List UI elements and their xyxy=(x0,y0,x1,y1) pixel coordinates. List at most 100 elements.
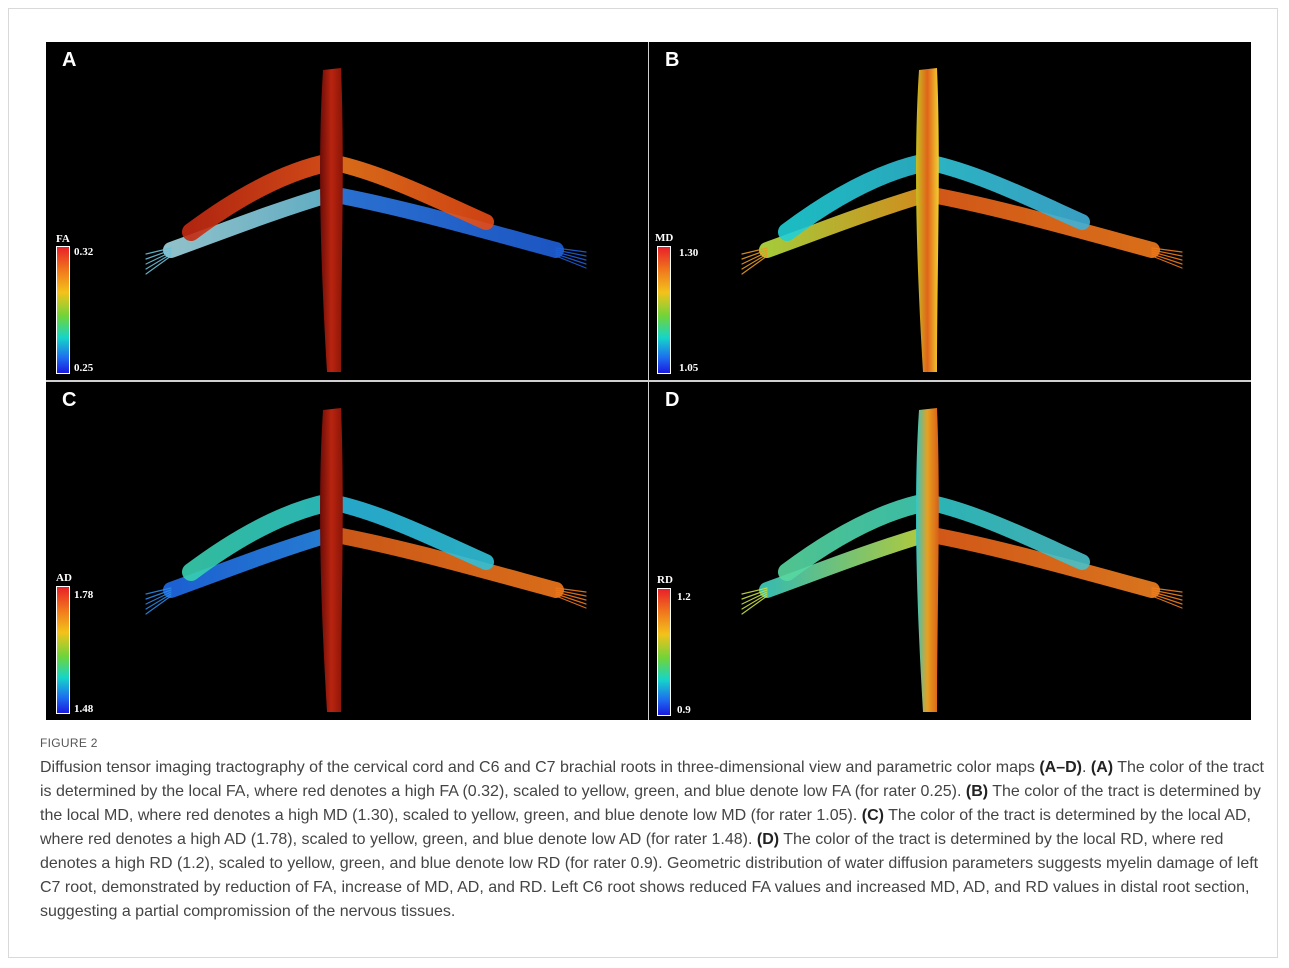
fiber-wisp xyxy=(1151,595,1183,609)
fiber-wisp xyxy=(145,593,172,610)
fiber-wisp xyxy=(741,255,768,275)
root-bundle-lower-right xyxy=(919,186,1160,258)
root-bundle-lower-left xyxy=(759,186,935,258)
caption-panel-ref: (A) xyxy=(1090,759,1114,776)
caption-panel-ref: (D) xyxy=(756,831,780,848)
root-bundle-upper-right xyxy=(323,494,494,570)
panel-label: A xyxy=(62,49,77,71)
colorbar-min-label: 1.05 xyxy=(679,362,699,374)
colorbar-max-label: 0.32 xyxy=(74,246,94,258)
panel-label: C xyxy=(62,389,77,411)
colorbar xyxy=(56,586,70,714)
fiber-wisp xyxy=(145,251,172,265)
colorbar-min-label: 0.9 xyxy=(677,704,691,716)
colorbar-min-label: 1.48 xyxy=(74,703,94,715)
fiber-wisp xyxy=(555,247,587,253)
colorbar xyxy=(657,588,671,716)
colorbar-metric-label: FA xyxy=(56,233,70,245)
panel-c: C AD 1.78 1.48 xyxy=(46,382,648,720)
caption-segment: The color of the tract is determined by … xyxy=(40,759,1264,800)
fiber-wisp xyxy=(741,587,768,595)
colorbar-metric-label: AD xyxy=(56,572,72,584)
colorbar xyxy=(657,246,671,374)
colorbar-min-label: 0.25 xyxy=(74,362,94,374)
panel-b: B MD 1.30 1.05 xyxy=(649,42,1251,380)
fiber-wisp xyxy=(741,591,768,605)
fiber-wisp xyxy=(555,587,587,593)
fiber-wisp xyxy=(1151,593,1183,605)
fiber-wisp xyxy=(741,249,768,260)
fiber-wisp xyxy=(741,253,768,270)
root-bundle-upper-right xyxy=(919,494,1090,570)
tractography-render xyxy=(145,408,587,712)
fiber-wisp xyxy=(555,255,587,269)
panel-divider-horizontal xyxy=(46,380,1251,382)
fiber-wisp xyxy=(555,253,587,265)
figure-frame xyxy=(8,8,1278,958)
fiber-wisp xyxy=(1151,251,1183,261)
panel-label: D xyxy=(665,389,680,411)
spinal-cord-tract xyxy=(916,68,939,372)
fiber-wisp xyxy=(145,247,172,255)
fiber-wisp xyxy=(741,595,768,615)
tractography-render xyxy=(741,68,1183,372)
fiber-wisp xyxy=(741,589,768,600)
root-bundle-upper-right xyxy=(323,154,494,230)
panel-a: A FA 0.32 0.25 xyxy=(46,42,648,380)
colorbar-max-label: 1.30 xyxy=(679,247,699,259)
tractography-render xyxy=(741,408,1183,712)
caption-segment: Diffusion tensor imaging tractography of… xyxy=(40,759,1040,776)
root-bundle-lower-right xyxy=(323,526,564,598)
fiber-wisp xyxy=(555,593,587,605)
spinal-cord-tract xyxy=(916,408,939,712)
root-bundle-lower-right xyxy=(919,526,1160,598)
caption-segment: The color of the tract is determined by … xyxy=(40,831,1259,920)
fiber-wisp xyxy=(1151,249,1183,257)
colorbar-max-label: 1.2 xyxy=(677,591,691,603)
fiber-wisp xyxy=(145,255,172,275)
figure-label: FIGURE 2 xyxy=(40,736,98,750)
caption-segment: The color of the tract is determined by … xyxy=(40,807,1251,848)
fiber-wisp xyxy=(145,249,172,260)
colorbar-metric-label: RD xyxy=(657,574,673,586)
fiber-wisp xyxy=(145,587,172,595)
fiber-wisp xyxy=(1151,255,1183,269)
fiber-wisp xyxy=(145,589,172,600)
root-bundle-upper-left xyxy=(182,493,340,581)
root-bundle-lower-left xyxy=(759,526,935,598)
fiber-wisp xyxy=(555,249,587,257)
fiber-wisp xyxy=(1151,247,1183,253)
tractography-render xyxy=(145,68,587,372)
fiber-wisp xyxy=(741,593,768,610)
root-bundle-lower-right xyxy=(323,186,564,258)
fiber-wisp xyxy=(741,251,768,265)
fiber-wisp xyxy=(1151,589,1183,597)
fiber-wisp xyxy=(741,247,768,255)
colorbar-max-label: 1.78 xyxy=(74,589,94,601)
root-bundle-upper-left xyxy=(778,153,936,241)
root-bundle-lower-left xyxy=(163,186,339,258)
colorbar xyxy=(56,246,70,374)
caption-panel-ref: (B) xyxy=(965,783,989,800)
colorbar-metric-label: MD xyxy=(655,232,674,244)
caption-panel-ref: (C) xyxy=(861,807,884,824)
spinal-cord-tract xyxy=(320,408,343,712)
fiber-wisp xyxy=(145,253,172,270)
fiber-wisp xyxy=(1151,587,1183,593)
fiber-wisp xyxy=(555,589,587,597)
fiber-wisp xyxy=(145,591,172,605)
caption-segment: The color of the tract is determined by … xyxy=(40,783,1261,824)
root-bundle-upper-left xyxy=(182,153,340,241)
fiber-wisp xyxy=(555,591,587,601)
fiber-wisp xyxy=(1151,591,1183,601)
figure-caption: FIGURE 2 Diffusion tensor imaging tracto… xyxy=(40,736,1270,924)
caption-segment: . xyxy=(1081,759,1091,776)
caption-panel-ref: (A–D) xyxy=(1039,759,1082,776)
caption-text: Diffusion tensor imaging tractography of… xyxy=(40,756,1270,924)
fiber-wisp xyxy=(555,595,587,609)
panel-d: D RD 1.2 0.9 xyxy=(649,382,1251,720)
fiber-wisp xyxy=(1151,253,1183,265)
root-bundle-upper-left xyxy=(778,493,936,581)
root-bundle-upper-right xyxy=(919,154,1090,230)
figure-image: A FA 0.32 0.25 B MD 1.30 1.05 C AD 1.78 … xyxy=(46,42,1251,720)
